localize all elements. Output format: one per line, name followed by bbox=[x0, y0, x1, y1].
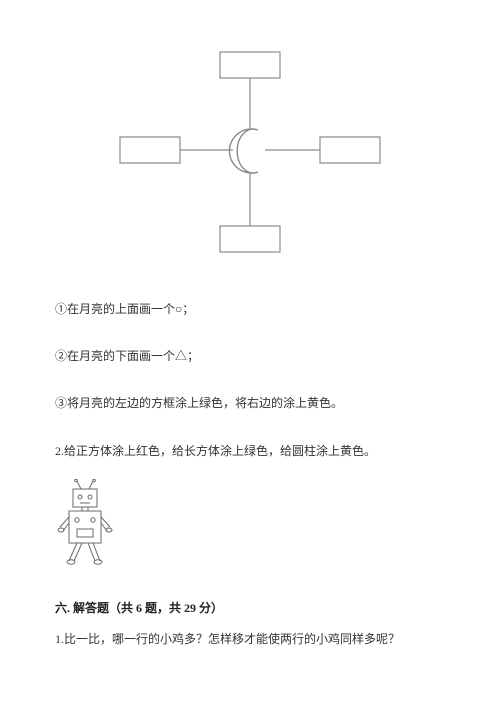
box-top bbox=[220, 52, 280, 78]
q1-line1: ①在月亮的上面画一个○； bbox=[55, 300, 445, 319]
section-6-title: 六. 解答题（共 6 题，共 29 分） bbox=[55, 599, 445, 616]
box-left bbox=[120, 137, 180, 163]
section-6-title-a: 六. 解答题 bbox=[55, 601, 109, 615]
moon-diagram-svg bbox=[105, 30, 395, 270]
q1-line2: ②在月亮的下面画一个△； bbox=[55, 347, 445, 366]
section6-q1: 1.比一比，哪一行的小鸡多？怎样移才能使两行的小鸡同样多呢？ bbox=[55, 630, 445, 649]
moon-diagram bbox=[55, 30, 445, 270]
box-bottom bbox=[220, 226, 280, 252]
moon-icon bbox=[229, 129, 258, 173]
q1-line3: ③将月亮的左边的方框涂上绿色，将右边的涂上黄色。 bbox=[55, 394, 445, 413]
robot-figure bbox=[55, 479, 445, 579]
robot-icon bbox=[55, 479, 125, 574]
q2-text: 2.给正方体涂上红色，给长方体涂上绿色，给圆柱涂上黄色。 bbox=[55, 442, 445, 461]
section-6-title-b: （共 6 题，共 29 分） bbox=[109, 601, 223, 615]
box-right bbox=[320, 137, 380, 163]
